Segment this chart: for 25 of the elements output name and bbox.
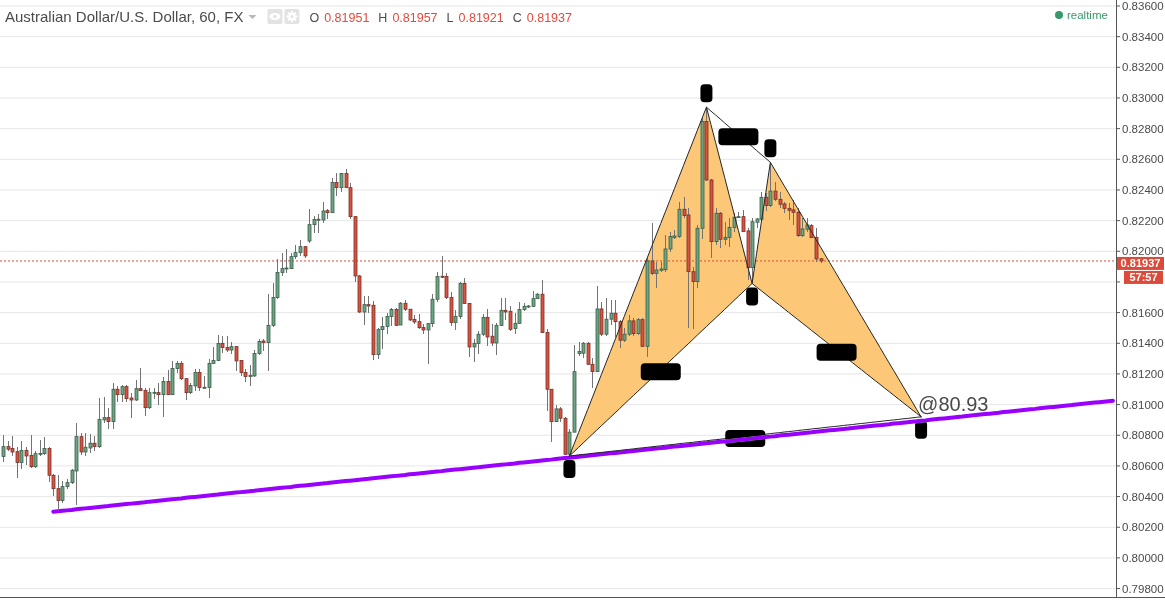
y-tick-label: 0.81200 xyxy=(1122,367,1164,380)
y-tick-label: 0.80600 xyxy=(1122,459,1164,472)
y-tick-label: 0.82400 xyxy=(1122,183,1164,196)
text: Australian Dollar/U.S. Dollar, 60, FX xyxy=(5,8,244,25)
y-tick-label: 0.83400 xyxy=(1122,30,1164,43)
y-tick-label: 0.81400 xyxy=(1122,337,1164,350)
y-tick-label: 0.80400 xyxy=(1122,490,1164,503)
y-tick-label: 0.81600 xyxy=(1122,306,1164,319)
y-tick-label: 0.82800 xyxy=(1122,122,1164,135)
y-tick-label: 0.83600 xyxy=(1122,0,1164,12)
y-tick-label: 0.82000 xyxy=(1122,245,1164,258)
y-tick-label: 0.80800 xyxy=(1122,429,1164,442)
text: 57:57 xyxy=(1129,271,1158,284)
annotation: O 0.81951 H 0.81957 L 0.81921 C 0.81937 xyxy=(309,11,572,25)
y-tick-label: 0.79800 xyxy=(1122,582,1164,595)
y-tick-label: 0.82200 xyxy=(1122,214,1164,227)
y-tick-label: 0.83000 xyxy=(1122,91,1164,104)
y-tick-label: 0.82600 xyxy=(1122,153,1164,166)
y-tick-label: 0.81000 xyxy=(1122,398,1164,411)
annotation: realtime xyxy=(1067,9,1108,21)
annotation: @80.93 xyxy=(918,392,989,415)
ref-line-label: 0.81937 xyxy=(1120,257,1161,270)
y-tick-label: 0.83200 xyxy=(1122,61,1164,74)
y-tick-label: 0.80200 xyxy=(1122,521,1164,534)
y-tick-label: 0.80000 xyxy=(1122,551,1164,564)
